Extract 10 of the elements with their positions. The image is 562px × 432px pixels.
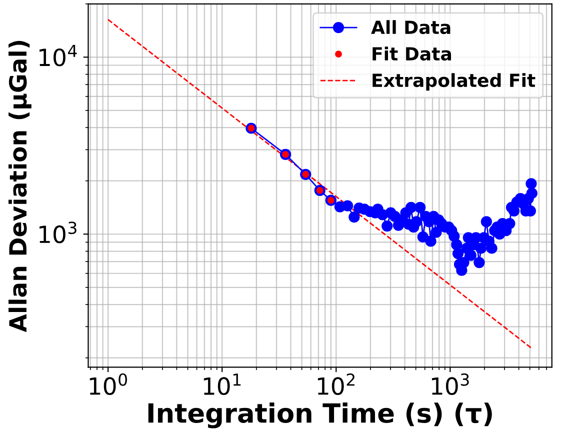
x-tick-label: 10$^{0}$: [90, 373, 127, 396]
legend-label: All Data: [371, 20, 450, 34]
x-tick-label: 10$^{1}$: [204, 374, 241, 396]
y-axis-title: Allan Deviation (μGal): [8, 40, 32, 332]
legend-label: Fit Data: [372, 46, 451, 61]
x-tick-label: 10$^{3}$: [432, 373, 469, 396]
y-tick-label: 10$^{4}$: [40, 44, 77, 66]
x-axis-title: Integration Time (s) (τ): [148, 402, 492, 428]
legend-label: Extrapolated Fit: [372, 73, 536, 91]
x-tick-label: 10$^{2}$: [318, 373, 354, 396]
